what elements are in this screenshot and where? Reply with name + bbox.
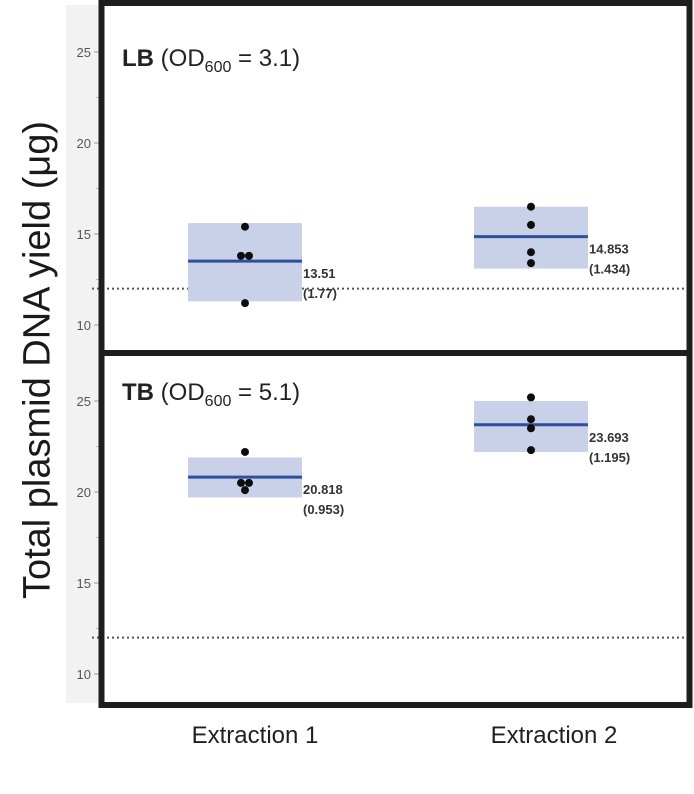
x-label-extraction-2: Extraction 2 xyxy=(490,722,618,749)
group-2: 23.693 (1.195) xyxy=(474,393,630,465)
x-label-extraction-1: Extraction 1 xyxy=(191,722,319,749)
mean-value-label: 20.818 xyxy=(303,482,343,497)
group-1: 20.818 (0.953) xyxy=(188,447,344,517)
data-point xyxy=(241,222,249,231)
y-tick-label: 20 xyxy=(77,136,91,151)
y-tick-label: 15 xyxy=(77,227,91,242)
y-tick-label: 15 xyxy=(77,576,91,591)
data-point xyxy=(527,202,535,211)
data-point xyxy=(241,486,249,495)
mean-value-label: 13.51 xyxy=(303,266,336,281)
data-point xyxy=(237,251,245,260)
mean-value-label: 23.693 xyxy=(589,430,629,445)
y-tick-label: 20 xyxy=(77,485,91,500)
data-point xyxy=(527,220,535,229)
sd-value-label: (0.953) xyxy=(303,502,344,517)
data-point xyxy=(527,424,535,433)
y-tick-label: 25 xyxy=(77,394,91,409)
y-tick-label: 10 xyxy=(77,667,91,682)
data-point xyxy=(245,478,253,487)
data-point xyxy=(241,299,249,308)
data-point xyxy=(527,393,535,402)
panel-title: LB (OD600 = 3.1) xyxy=(122,45,300,76)
panel-lb: 10 15 20 25 13.51 (1.77) 14.853 (1.434) LB (OD60… xyxy=(77,45,688,333)
data-point xyxy=(237,478,245,487)
y-tick-label: 10 xyxy=(77,318,91,333)
data-point xyxy=(245,251,253,260)
sd-value-label: (1.77) xyxy=(303,286,337,301)
data-point xyxy=(527,248,535,257)
data-point xyxy=(527,259,535,268)
data-point xyxy=(527,415,535,424)
data-point xyxy=(241,447,249,456)
sd-value-label: (1.434) xyxy=(589,262,630,277)
group-1: 13.51 (1.77) xyxy=(188,222,337,308)
axis-strip xyxy=(66,5,100,703)
y-tick-label: 25 xyxy=(77,45,91,60)
panel-title: TB (OD600 = 5.1) xyxy=(122,379,300,410)
mean-value-label: 14.853 xyxy=(589,242,629,257)
data-point xyxy=(527,446,535,455)
group-2: 14.853 (1.434) xyxy=(474,202,630,277)
sd-value-label: (1.195) xyxy=(589,450,630,465)
panel-tb: 10 15 20 25 20.818 (0.953) 23.693 (1.195) TB (OD… xyxy=(77,379,688,682)
